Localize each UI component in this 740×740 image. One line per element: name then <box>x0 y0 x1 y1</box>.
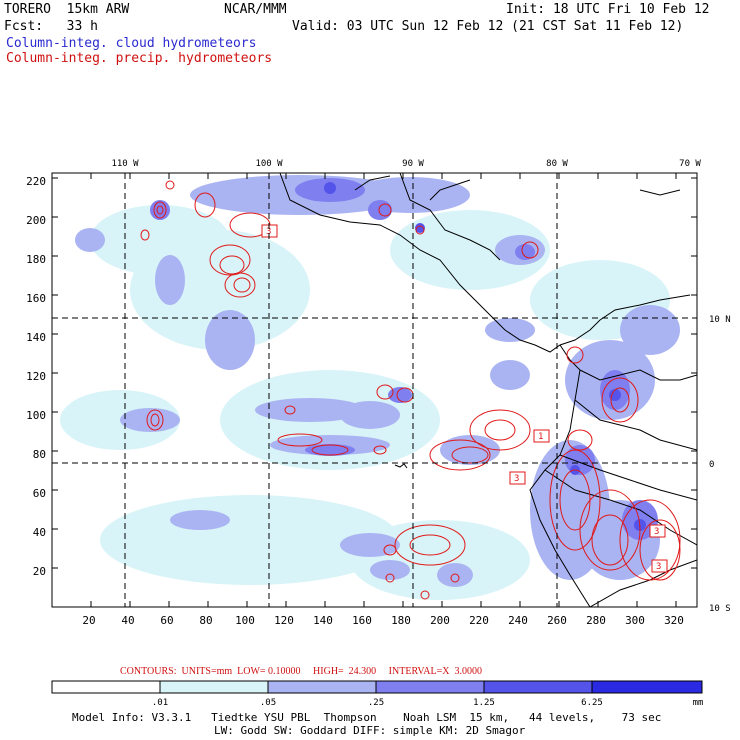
y-axis-labels: 220 200 180 160 140 120 100 80 60 40 20 <box>26 175 46 578</box>
x-tick-label: 240 <box>508 614 528 627</box>
x-tick-label: 40 <box>121 614 134 627</box>
graticule <box>52 173 697 607</box>
model-title: TORERO 15km ARW <box>4 2 130 17</box>
y-tick-label: 200 <box>26 214 46 227</box>
colorbar-labels: .01 .05 .25 1.25 6.25 mm <box>152 698 704 708</box>
x-tick-label: 20 <box>82 614 95 627</box>
lat-label: 0 <box>709 460 714 470</box>
x-tick-label: 140 <box>313 614 333 627</box>
contour-label: 3 <box>654 527 659 537</box>
model-info-line2: LW: Godd SW: Goddard DIFF: simple KM: 2D… <box>214 724 526 737</box>
y-tick-label: 60 <box>33 487 46 500</box>
init-time: Init: 18 UTC Fri 10 Feb 12 <box>506 2 710 17</box>
lon-label: 80 W <box>546 159 568 169</box>
y-tick-label: 220 <box>26 175 46 188</box>
coastlines <box>279 173 697 607</box>
latitude-labels: 10 N 0 10 S <box>709 315 731 614</box>
lon-label: 100 W <box>255 159 283 169</box>
x-tick-label: 220 <box>469 614 489 627</box>
colorbar-bin <box>52 681 160 693</box>
contour-label: 3 <box>656 562 661 572</box>
y-tick-label: 120 <box>26 370 46 383</box>
colorbar-bin <box>484 681 592 693</box>
colorbar-bin <box>592 681 702 693</box>
y-tick-label: 20 <box>33 565 46 578</box>
axis-ticks <box>51 173 697 608</box>
colorbar-label: .01 <box>152 698 168 708</box>
x-tick-label: 80 <box>199 614 212 627</box>
y-tick-label: 80 <box>33 448 46 461</box>
colorbar-label: .25 <box>368 698 384 708</box>
cloud-field-label: Column-integ. cloud hydrometeors <box>6 36 257 51</box>
map-frame <box>51 172 698 608</box>
y-tick-label: 40 <box>33 526 46 539</box>
colorbar-label: .05 <box>260 698 276 708</box>
model-info-line1: Model Info: V3.3.1 Tiedtke YSU PBL Thomp… <box>72 711 662 724</box>
y-tick-label: 160 <box>26 292 46 305</box>
forecast-hour: Fcst: 33 h <box>4 19 98 34</box>
valid-time: Valid: 03 UTC Sun 12 Feb 12 (21 CST Sat … <box>292 19 684 34</box>
x-tick-label: 280 <box>586 614 606 627</box>
y-tick-label: 100 <box>26 409 46 422</box>
contour-label: 1 <box>538 432 543 442</box>
organization-label: NCAR/MMM <box>224 2 287 17</box>
x-tick-label: 320 <box>664 614 684 627</box>
contour-label: 3 <box>266 227 271 237</box>
colorbar-bin <box>376 681 484 693</box>
y-tick-label: 180 <box>26 253 46 266</box>
colorbar-label: 6.25 <box>581 698 603 708</box>
contour-label: 3 <box>514 474 519 484</box>
longitude-labels: 110 W 100 W 90 W 80 W 70 W <box>111 159 701 169</box>
x-tick-label: 260 <box>547 614 567 627</box>
x-tick-label: 180 <box>391 614 411 627</box>
x-tick-label: 160 <box>352 614 372 627</box>
y-tick-label: 140 <box>26 331 46 344</box>
x-tick-label: 100 <box>235 614 255 627</box>
contours-description: CONTOURS: UNITS=mm LOW= 0.10000 HIGH= 24… <box>120 666 482 677</box>
colorbar-bin <box>160 681 268 693</box>
precip-contours <box>140 180 681 600</box>
x-axis-labels: 20 40 60 80 100 120 140 160 180 200 220 … <box>82 614 684 627</box>
colorbar-label: 1.25 <box>473 698 495 708</box>
lon-label: 70 W <box>679 159 701 169</box>
cloud-shading <box>60 175 680 600</box>
lat-label: 10 N <box>709 315 731 325</box>
lon-label: 90 W <box>402 159 424 169</box>
colorbar <box>51 680 703 694</box>
x-tick-label: 120 <box>274 614 294 627</box>
precip-field-label: Column-integ. precip. hydrometeors <box>6 51 273 66</box>
colorbar-bin <box>268 681 376 693</box>
x-tick-label: 200 <box>430 614 450 627</box>
lon-label: 110 W <box>111 159 139 169</box>
x-tick-label: 60 <box>160 614 173 627</box>
x-tick-label: 300 <box>625 614 645 627</box>
lat-label: 10 S <box>709 604 731 614</box>
colorbar-unit: mm <box>693 698 704 708</box>
